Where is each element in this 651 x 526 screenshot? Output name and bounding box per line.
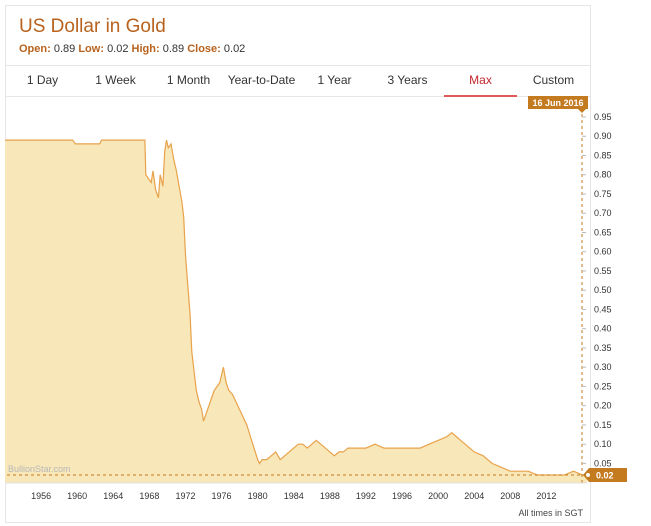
y-tick-label: 0.50 <box>594 285 612 295</box>
close-value: 0.02 <box>223 43 246 55</box>
y-tick-label: 0.25 <box>594 381 612 391</box>
watermark: BullionStar.com <box>8 464 71 474</box>
open-label: Open: <box>19 43 51 55</box>
x-tick-label: 2008 <box>500 491 520 501</box>
tab-max[interactable]: Max <box>444 66 517 97</box>
timezone-note: All times in SGT <box>518 508 583 518</box>
y-tick-label: 0.15 <box>594 420 612 430</box>
tab-custom[interactable]: Custom <box>532 73 575 87</box>
x-tick-label: 1976 <box>212 491 232 501</box>
y-tick-label: 0.75 <box>594 189 612 199</box>
crosshair-date-label: 16 Jun 2016 <box>532 98 583 108</box>
low-value: 0.02 <box>107 43 129 55</box>
x-tick-label: 1968 <box>139 491 159 501</box>
x-tick-label: 1984 <box>284 491 304 501</box>
y-tick-label: 0.95 <box>594 112 612 122</box>
x-tick-label: 1972 <box>175 491 195 501</box>
low-label: Low: <box>78 43 104 55</box>
y-tick-label: 0.10 <box>594 439 612 449</box>
tab-3-years[interactable]: 3 Years <box>387 73 428 87</box>
series-line <box>5 139 587 476</box>
x-tick-label: 2004 <box>464 491 484 501</box>
range-tabs: 1 Day 1 Week 1 Month Year-to-Date 1 Year… <box>6 65 590 97</box>
y-tick-label: 0.20 <box>594 401 612 411</box>
y-tick-label: 0.65 <box>594 227 612 237</box>
x-tick-label: 2012 <box>536 491 556 501</box>
tab-1-week[interactable]: 1 Week <box>95 73 136 87</box>
high-value: 0.89 <box>162 43 185 55</box>
y-tick-label: 0.85 <box>594 150 612 160</box>
close-label: Close: <box>187 43 221 55</box>
y-tick-label: 0.55 <box>594 266 612 276</box>
y-tick-label: 0.40 <box>594 324 612 334</box>
x-tick-label: 1992 <box>356 491 376 501</box>
date-badge: 16 Jun 2016 <box>528 96 588 113</box>
tab-1-month[interactable]: 1 Month <box>166 73 211 87</box>
open-value: 0.89 <box>53 43 76 55</box>
ohlc-summary: Open: 0.89 Low: 0.02 High: 0.89 Close: 0… <box>19 43 245 56</box>
y-tick-label: 0.70 <box>594 208 612 218</box>
y-tick-label: 0.60 <box>594 247 612 257</box>
chart-header: US Dollar in Gold Open: 0.89 Low: 0.02 H… <box>19 16 245 56</box>
y-tick-label: 0.05 <box>594 458 612 468</box>
tab-year-to-date[interactable]: Year-to-Date <box>227 73 296 87</box>
x-tick-label: 1996 <box>392 491 412 501</box>
tab-1-year[interactable]: 1 Year <box>317 73 352 87</box>
series-area <box>5 140 587 483</box>
y-tick-label: 0.45 <box>594 304 612 314</box>
y-tick-label: 0.30 <box>594 362 612 372</box>
tab-1-day[interactable]: 1 Day <box>26 73 59 87</box>
x-tick-label: 2000 <box>428 491 448 501</box>
y-tick-label: 0.80 <box>594 170 612 180</box>
x-tick-label: 1980 <box>248 491 268 501</box>
x-tick-label: 1964 <box>103 491 123 501</box>
x-tick-label: 1956 <box>31 491 51 501</box>
x-tick-label: 1960 <box>67 491 87 501</box>
chart-title: US Dollar in Gold <box>19 16 166 37</box>
y-tick-label: 0.90 <box>594 131 612 141</box>
y-tick-label: 0.35 <box>594 343 612 353</box>
last-value-label: 0.02 <box>596 471 614 481</box>
high-label: High: <box>131 43 160 55</box>
last-value-badge: 0.02 <box>583 468 627 482</box>
x-tick-label: 1988 <box>320 491 340 501</box>
